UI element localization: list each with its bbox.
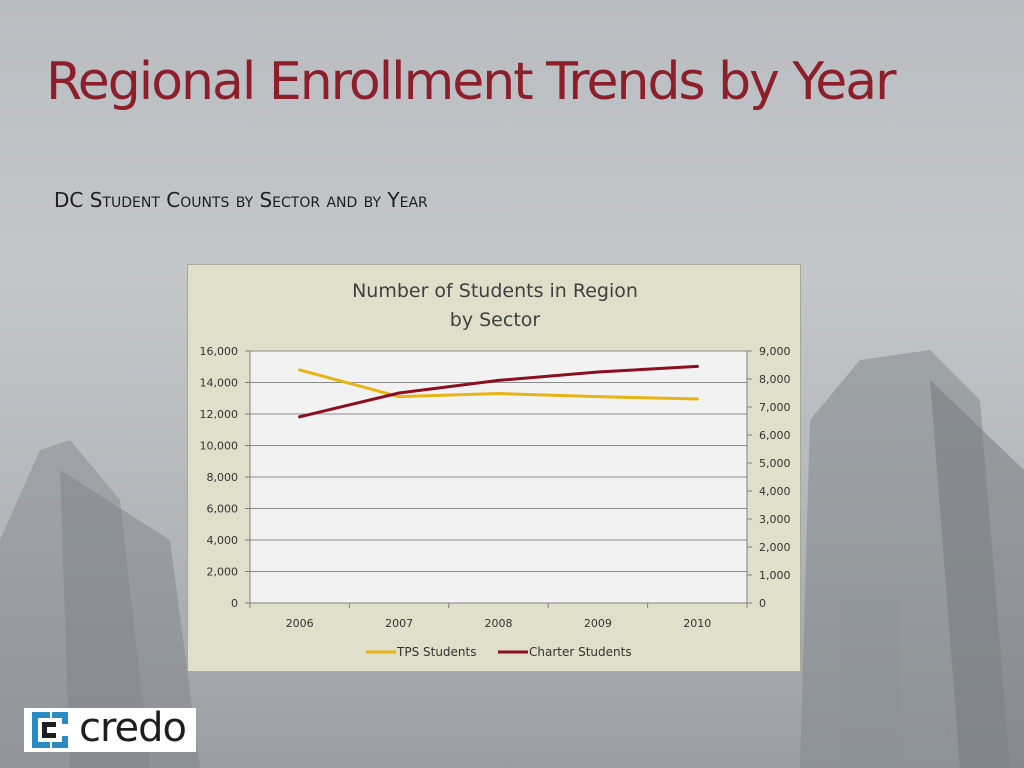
y-left-tick-label: 4,000: [207, 534, 239, 547]
logo-text: credo: [79, 705, 187, 751]
y-left-tick-label: 2,000: [207, 566, 239, 579]
data-point-tps-students: [596, 395, 600, 399]
y-right-tick-label: 3,000: [759, 513, 791, 526]
data-point-charter-students: [397, 391, 401, 395]
y-right-tick-label: 9,000: [759, 345, 791, 358]
y-left-tick-label: 12,000: [200, 408, 239, 421]
legend-label-tps-students: TPS Students: [396, 645, 477, 659]
chart-title: by Sector: [450, 309, 541, 331]
data-point-charter-students: [695, 364, 699, 368]
chart-container: Number of Students in Region by Sector 0 2,…: [187, 264, 801, 672]
y-right-tick-label: 4,000: [759, 485, 791, 498]
y-right-tick-label: 6,000: [759, 429, 791, 442]
chart-title: Number of Students in Region: [352, 280, 638, 302]
y-left-tick-label: 16,000: [200, 345, 239, 358]
y-left-tick-label: 10,000: [200, 440, 239, 453]
x-tick-label: 2006: [286, 617, 314, 630]
y-right-tick-label: 7,000: [759, 401, 791, 414]
logo-bracket-icon: [32, 712, 68, 748]
y-left-tick-label: 6,000: [207, 503, 239, 516]
credo-logo: credo: [24, 705, 196, 752]
data-point-tps-students: [397, 395, 401, 399]
y-left-tick-label: 0: [231, 597, 238, 610]
y-right-tick-label: 0: [759, 597, 766, 610]
line-chart: Number of Students in Region by Sector 0 2,…: [200, 280, 791, 659]
data-point-tps-students: [298, 368, 302, 372]
x-tick-label: 2009: [584, 617, 612, 630]
y-right-tick-label: 5,000: [759, 457, 791, 470]
slide-subtitle: DC Student Counts by Sector and by Year: [54, 188, 428, 212]
data-point-charter-students: [497, 378, 500, 382]
data-point-charter-students: [596, 370, 600, 374]
data-point-charter-students: [298, 415, 302, 419]
x-tick-label: 2008: [485, 617, 513, 630]
y-left-tick-label: 8,000: [207, 471, 239, 484]
y-right-tick-label: 8,000: [759, 373, 791, 386]
page-number: 23: [943, 725, 959, 741]
x-tick-label: 2007: [385, 617, 413, 630]
slide-title: Regional Enrollment Trends by Year: [46, 52, 896, 112]
x-tick-label: 2010: [683, 617, 711, 630]
legend-label-charter-students: Charter Students: [529, 645, 632, 659]
y-right-tick-label: 1,000: [759, 569, 791, 582]
y-right-tick-label: 2,000: [759, 541, 791, 554]
data-point-tps-students: [695, 397, 699, 401]
y-left-tick-label: 14,000: [200, 377, 239, 390]
data-point-tps-students: [497, 392, 500, 396]
